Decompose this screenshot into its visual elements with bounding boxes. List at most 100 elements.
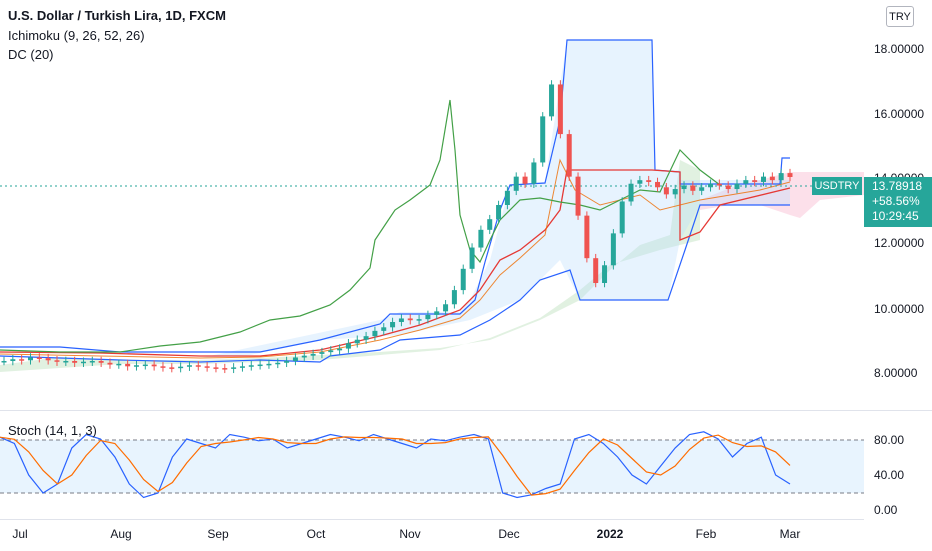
candle-body [787,173,793,177]
candle-body [478,229,484,248]
ichimoku-legend[interactable]: Ichimoku (9, 26, 52, 26) [8,28,145,43]
candle-body [761,176,767,182]
candle-body [98,361,104,363]
candle-body [602,265,608,283]
candle-body [655,181,661,188]
candle-body [363,336,369,340]
candle-body [425,314,431,320]
candle-body [398,318,404,322]
candle-body [27,357,33,361]
price-axis-label: 10.00000 [874,302,925,316]
candle-body [116,363,122,366]
candle-body [725,185,731,190]
candle-body [610,233,616,266]
candle-body [186,365,192,367]
currency-badge[interactable]: TRY [886,6,914,27]
candle-body [451,290,457,305]
candle-body [522,176,528,184]
candle-body [107,362,113,365]
candle-body [284,361,290,363]
price-chart[interactable] [0,0,864,410]
stoch-band [0,440,864,493]
candle-body [584,215,590,259]
candle-body [663,187,669,195]
candle-body [257,364,263,367]
candle-body [133,365,139,367]
price-axis-label: 16.00000 [874,107,925,121]
time-axis-label: Feb [695,527,717,541]
price-axis-label: 12.00000 [874,236,925,250]
candle-body [690,185,696,191]
candle-body [160,366,166,368]
candle-body [681,185,687,190]
candle-body [248,365,254,367]
last-price-value: 13.78918 [872,179,923,193]
candle-body [557,84,563,135]
candle-body [125,363,131,367]
candle-body [178,366,184,369]
candle-body [390,322,396,328]
last-price-change: +58.56% [872,194,920,208]
symbol-tag: USDTRY [812,177,862,195]
candle-body [487,219,493,230]
ichimoku-chikou [0,99,721,353]
stoch-axis-label: 40.00 [874,468,905,482]
candle-body [734,183,740,190]
stoch-k-line [0,431,791,499]
candle-body [593,258,599,283]
stoch-axis-label: 0.00 [874,503,898,517]
candle-body [769,176,775,181]
candle-body [36,357,42,359]
ichimoku-tenkan [0,158,791,359]
candle-body [637,180,643,184]
time-axis-label: Nov [399,527,421,541]
candle-body [328,350,334,353]
candle-body [54,360,60,362]
candle-body [63,361,69,363]
candle-body [381,327,387,331]
stoch-legend[interactable]: Stoch (14, 1, 3) [8,423,97,438]
donchian-lower [0,204,790,363]
donchian-fill [200,40,790,358]
donchian-legend[interactable]: DC (20) [8,47,54,62]
candle-body [496,205,502,220]
candle-body [231,367,237,369]
candle-body [460,268,466,291]
candle-body [743,180,749,184]
candle-body [301,355,307,358]
candle-body [504,190,510,205]
candle-body [213,367,219,369]
candle-body [310,353,316,356]
price-axis-label: 18.00000 [874,42,925,56]
candle-body [672,189,678,195]
candle-body [531,162,537,184]
time-axis-label: Mar [779,527,801,541]
pane-divider[interactable] [0,410,932,411]
stoch-d-line [0,434,791,496]
time-axis[interactable] [0,519,864,551]
candle-body [619,201,625,234]
candle-body [443,304,449,312]
price-axis-label: 8.00000 [874,366,918,380]
candle-body [239,366,245,368]
candle-body [345,343,351,349]
candle-body [204,366,210,368]
time-axis-label: Sep [207,527,229,541]
candle-body [407,318,413,321]
stochastic-chart[interactable] [0,411,864,519]
candle-body [169,367,175,369]
stoch-axis-label: 80.00 [874,433,905,447]
candle-body [778,173,784,181]
candle-body [266,363,272,366]
candle-body [1,361,7,363]
candle-body [434,311,440,315]
time-axis-label: Jul [12,527,28,541]
candles [1,80,793,374]
candle-body [292,357,298,361]
time-axis-label: 2022 [596,527,624,541]
candle-body [142,364,148,367]
candle-body [72,361,78,363]
candle-body [337,348,343,351]
candle-body [699,187,705,191]
candle-body [319,352,325,354]
